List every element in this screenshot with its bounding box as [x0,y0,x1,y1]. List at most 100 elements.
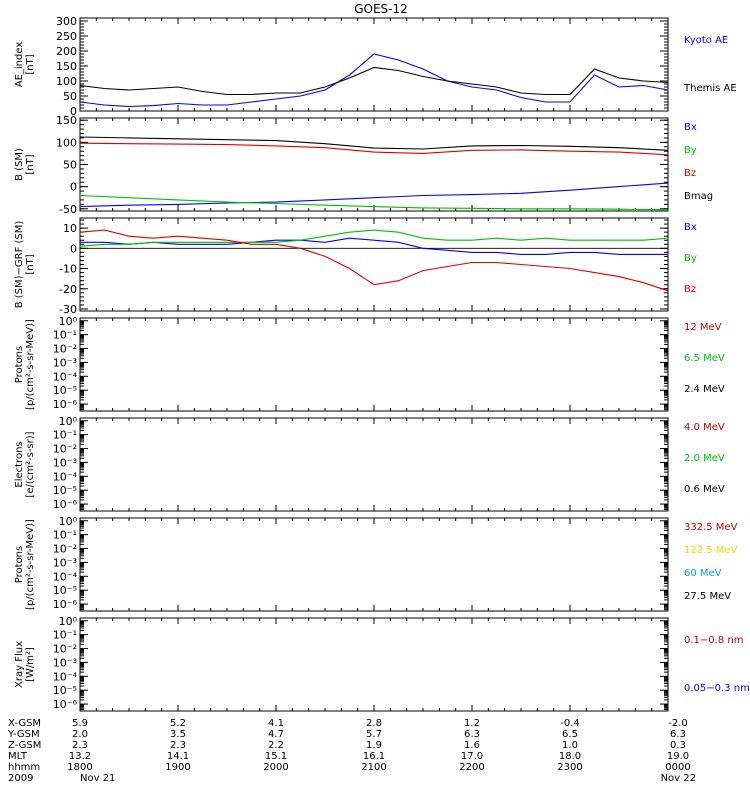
y-tick-label: 0 [70,242,77,255]
y-tick-label: 50 [63,90,77,103]
footer-cell: 14.1 [167,751,189,762]
panel-b: -50 0 50 100 150 B (SM)[nT] Bx By Bz Bmag [14,114,713,216]
footer-cell: 4.1 [268,718,284,729]
legend-ae-0: Kyoto AE [684,35,728,46]
legend-dbb-1: By [684,253,697,264]
y-tick-label: 10⁻⁶ [53,698,78,711]
y-tick-label: 10⁻³ [53,356,77,369]
chart-title: GOES-12 [354,2,408,16]
footer-cell: 19.0 [667,751,689,762]
y-tick-label: 10⁻⁵ [53,484,77,497]
y-tick-label: 100 [56,136,77,149]
y-axis-label-line: Protons [14,546,25,583]
series-line-dbb-bx [80,237,668,255]
footer-cell: 2200 [459,762,484,773]
y-axis-label-line: AE_index [14,42,25,88]
footer-row-label: X-GSM [8,718,41,729]
y-tick-label: 200 [56,45,77,58]
y-tick-label: 10⁻⁴ [53,470,78,483]
series-line-dbb-by [79,229,669,247]
legend-protons_lo-0: 332.5 MeV [684,522,738,533]
y-tick-label: 10⁰ [59,415,78,428]
footer-cell: 17.0 [461,751,483,762]
legend-b-2: Bz [684,168,696,179]
y-axis-label-unit: [W/m²] [25,647,36,682]
legend-xray-0: 0.1−0.8 nm [684,635,743,646]
footer-cell: 6.3 [670,729,686,740]
panel-dbb: -30 -20 -10 0 10 B (SM)−GRF (SM)[nT] Bx By Bz [14,217,697,316]
footer-cell: 6.5 [562,729,578,740]
y-tick-label: 10⁻³ [53,456,77,469]
footer-cell: 1.9 [366,740,382,751]
y-axis-label-unit: [nT] [25,54,36,74]
y-tick-label: 10⁻⁶ [53,598,78,611]
y-tick-label: 10⁻³ [53,656,77,669]
footer-row-label: hhmm [8,762,40,773]
panel-frame [79,317,669,412]
y-tick-label: 150 [56,60,77,73]
y-tick-label: -10 [59,263,77,276]
y-tick-label: 250 [56,30,77,43]
panel-frame [79,517,669,612]
y-axis-label: B (SM)[nT] [14,148,36,181]
footer-cell: 2.2 [268,740,284,751]
legend-dbb-0: Bx [684,222,697,233]
y-axis-label-unit: [e/(cm²-s-sr)] [25,431,36,497]
footer-cell: Nov 21 [80,773,115,784]
footer-cell: 0000 [665,762,690,773]
footer-cell: Nov 22 [661,773,696,784]
y-axis-label: AE_index[nT] [14,42,36,88]
footer-cell: 0.3 [670,740,686,751]
y-tick-label: 0 [70,105,77,118]
panel-frame [79,217,669,312]
panel-frame [79,117,669,212]
y-tick-label: 10⁻⁴ [53,570,78,583]
legend-b-3: Bmag [684,191,713,202]
series-line-dbb-bz [79,229,669,292]
y-axis-label-line: Xray Flux [14,641,25,688]
legend-xray-1: 0.05−0.3 nm [684,683,750,694]
legend-b-0: Bx [684,122,697,133]
series-line-ae-themis-ae [79,66,669,96]
footer-cell: 5.2 [170,718,186,729]
y-axis-label: Protons[p/(cm²-s-sr-MeV)] [14,319,36,410]
legend-ae-1: Themis AE [683,83,737,94]
y-tick-label: -20 [59,283,77,296]
legend-electrons-0: 4.0 MeV [684,422,725,433]
footer-cell: 2.0 [72,729,88,740]
y-axis-label-unit: [nT] [25,154,36,174]
series-line-b-by [79,194,669,211]
footer-cell: 13.2 [69,751,91,762]
y-tick-label: 10⁻³ [53,556,77,569]
ephemeris-footer: X-GSMY-GSMZ-GSMMLThhmm20095.92.02.313.21… [7,718,696,784]
footer-cell: 18.0 [559,751,581,762]
y-tick-label: 10⁰ [59,315,78,328]
y-tick-label: 50 [63,159,77,172]
y-axis-label-line: B (SM) [14,148,25,181]
y-tick-label: 10⁻⁵ [53,384,77,397]
footer-row-label: Y-GSM [7,729,40,740]
panel-ae: 0 50 100 150 200 250 300 AE_index[nT] Kyoto AE Th… [14,15,737,118]
footer-cell: 1.0 [562,740,578,751]
y-axis-label: B (SM)−GRF (SM)[nT] [14,221,36,309]
y-tick-label: 10⁻² [53,643,77,656]
y-axis-label-line: B (SM)−GRF (SM) [14,221,25,309]
y-tick-label: 10⁻¹ [53,329,77,342]
y-tick-label: 10⁻¹ [53,529,77,542]
legend-electrons-2: 0.6 MeV [684,484,725,495]
footer-cell: 2000 [263,762,288,773]
footer-cell: 1800 [67,762,92,773]
y-tick-label: 10 [63,222,77,235]
y-axis-label-unit: [p/(cm²-s-sr-MeV)] [25,519,36,610]
footer-cell: 2.3 [170,740,186,751]
footer-cell: 1900 [165,762,190,773]
y-tick-label: 10⁻² [53,443,77,456]
legend-protons_lo-1: 122.5 MeV [684,545,738,556]
y-tick-label: 10⁻⁵ [53,584,77,597]
series-line-b-bmag [79,136,669,151]
